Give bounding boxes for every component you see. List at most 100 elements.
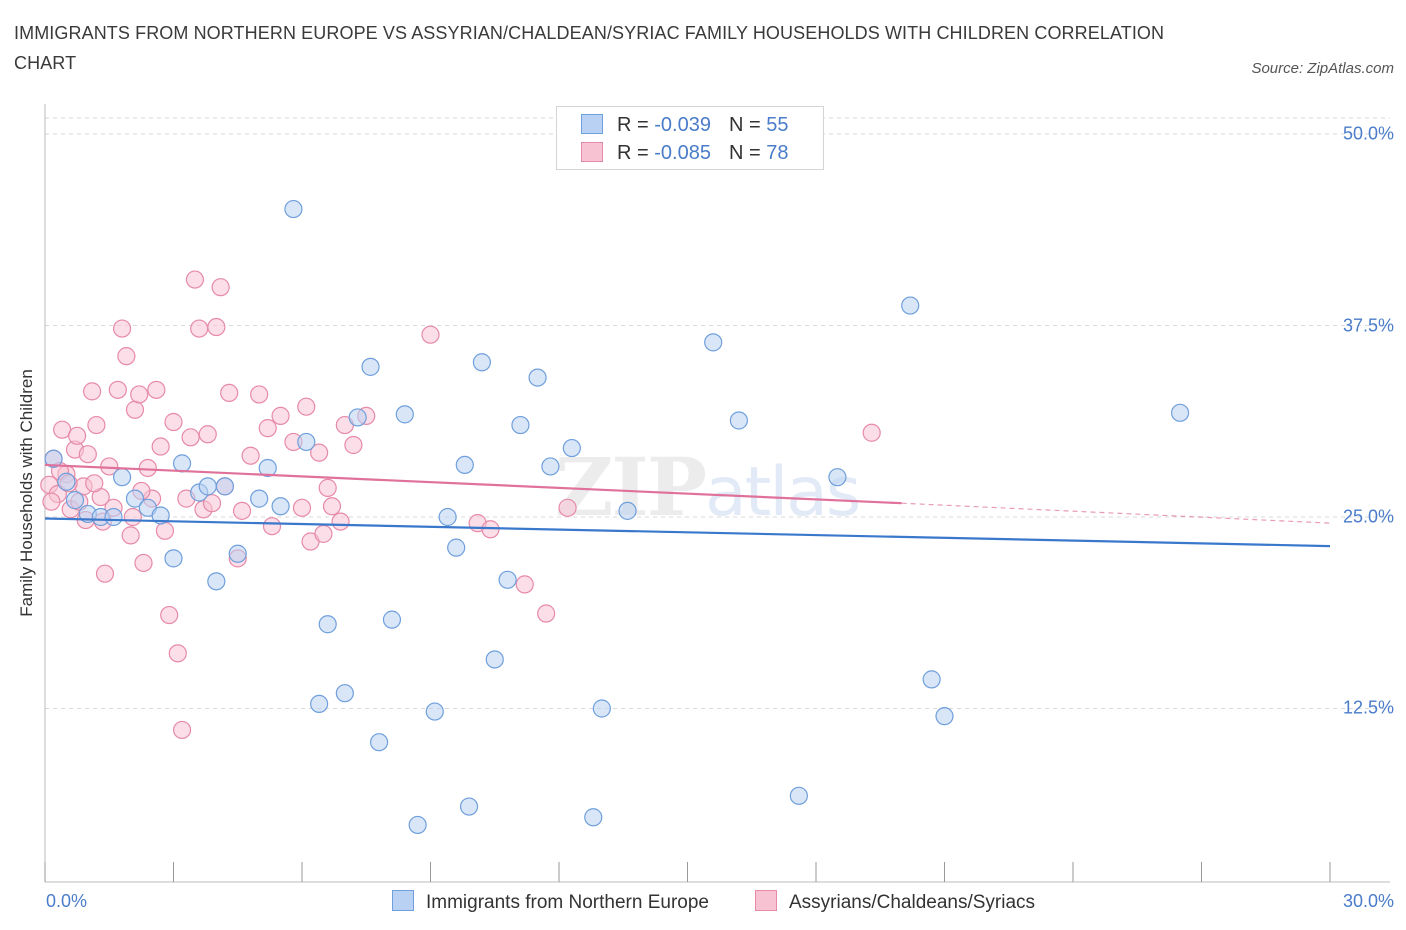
point-northern-europe bbox=[425, 702, 444, 721]
point-northern-europe bbox=[361, 357, 380, 376]
point-northern-europe bbox=[258, 458, 277, 478]
legend-r-label: R = bbox=[617, 142, 655, 164]
bottom-legend-swatch-blue bbox=[392, 890, 414, 911]
point-northern-europe bbox=[151, 506, 170, 525]
point-assyrians bbox=[85, 474, 104, 493]
point-assyrians bbox=[117, 347, 136, 366]
axes bbox=[44, 104, 1390, 883]
point-assyrians bbox=[160, 605, 179, 625]
point-assyrians bbox=[241, 446, 260, 465]
point-northern-europe bbox=[198, 477, 217, 496]
watermark-atlas: atlas bbox=[704, 453, 861, 532]
point-assyrians bbox=[211, 278, 230, 297]
point-northern-europe bbox=[935, 707, 954, 726]
point-northern-europe bbox=[729, 411, 749, 430]
point-assyrians bbox=[344, 435, 363, 455]
point-northern-europe bbox=[44, 449, 63, 468]
point-assyrians bbox=[297, 397, 316, 416]
point-northern-europe bbox=[297, 432, 316, 452]
legend-r-value: -0.039 bbox=[654, 114, 711, 136]
series-northern-europe-points bbox=[44, 134, 1190, 835]
legend-r-value: -0.085 bbox=[654, 142, 711, 164]
point-assyrians bbox=[112, 319, 132, 338]
point-assyrians bbox=[125, 400, 145, 419]
point-northern-europe bbox=[284, 199, 303, 219]
point-assyrians bbox=[83, 382, 102, 401]
bottom-legend-swatch-pink bbox=[755, 890, 777, 911]
point-northern-europe bbox=[370, 733, 389, 752]
point-northern-europe bbox=[901, 296, 920, 315]
x-tick-label-min: 0.0% bbox=[46, 891, 88, 911]
point-northern-europe bbox=[125, 489, 145, 508]
y-axis-label: Family Households with Children bbox=[17, 369, 36, 617]
point-northern-europe bbox=[215, 477, 234, 496]
point-assyrians bbox=[123, 507, 142, 527]
point-assyrians bbox=[95, 564, 115, 583]
source-label: Source: ZipAtlas.com bbox=[1251, 60, 1394, 77]
bottom-legend-pink: Assyrians/Chaldeans/Syriacs bbox=[755, 890, 1035, 914]
point-northern-europe bbox=[528, 368, 547, 387]
point-assyrians bbox=[138, 458, 157, 478]
point-northern-europe bbox=[584, 808, 603, 827]
point-northern-europe bbox=[395, 405, 414, 424]
point-assyrians bbox=[108, 380, 127, 399]
bottom-legend-pink-label: Assyrians/Chaldeans/Syriacs bbox=[789, 892, 1036, 913]
point-assyrians bbox=[318, 478, 337, 497]
point-northern-europe bbox=[511, 415, 530, 435]
point-northern-europe bbox=[408, 815, 427, 835]
point-northern-europe bbox=[250, 489, 269, 508]
point-assyrians bbox=[421, 325, 440, 344]
point-northern-europe bbox=[455, 455, 474, 475]
bottom-legend-blue-label: Immigrants from Northern Europe bbox=[426, 892, 709, 913]
point-assyrians bbox=[147, 380, 166, 399]
legend-r-label: R = bbox=[617, 114, 655, 136]
y-tick-label-25: 25.0% bbox=[1342, 506, 1394, 527]
point-northern-europe bbox=[207, 572, 226, 591]
legend-n-value: 55 bbox=[766, 114, 789, 136]
point-assyrians bbox=[250, 385, 269, 404]
point-assyrians bbox=[78, 445, 97, 464]
point-assyrians bbox=[130, 385, 149, 404]
point-northern-europe bbox=[310, 694, 329, 714]
x-tick-label-max: 30.0% bbox=[1342, 891, 1394, 911]
y-tick-label-37-5: 37.5% bbox=[1342, 315, 1394, 336]
point-assyrians bbox=[262, 517, 282, 536]
point-northern-europe bbox=[318, 615, 337, 634]
point-northern-europe bbox=[228, 544, 247, 563]
point-northern-europe bbox=[335, 684, 354, 703]
point-assyrians bbox=[42, 492, 61, 511]
point-assyrians bbox=[181, 428, 200, 447]
legend-n-label: N = bbox=[728, 142, 767, 164]
point-assyrians bbox=[232, 501, 252, 520]
point-northern-europe bbox=[104, 507, 123, 527]
point-assyrians bbox=[168, 644, 187, 663]
correlation-legend: R = -0.039 N = 55 R = -0.085 N = 78 bbox=[556, 106, 824, 170]
point-northern-europe bbox=[828, 468, 847, 487]
point-northern-europe bbox=[592, 699, 611, 718]
series-assyrians-points bbox=[40, 270, 881, 740]
point-assyrians bbox=[190, 319, 209, 338]
legend-swatch-blue bbox=[581, 114, 603, 134]
point-assyrians bbox=[537, 604, 556, 623]
legend-swatch-pink bbox=[581, 142, 603, 162]
point-northern-europe bbox=[382, 610, 402, 629]
point-northern-europe bbox=[485, 650, 504, 669]
point-northern-europe bbox=[922, 670, 941, 689]
point-assyrians bbox=[558, 498, 577, 517]
legend-row-pink: R = -0.085 N = 78 bbox=[581, 142, 788, 165]
bottom-legend-blue: Immigrants from Northern Europe bbox=[392, 890, 709, 914]
point-northern-europe bbox=[1170, 403, 1190, 422]
legend-n-label: N = bbox=[728, 114, 767, 136]
point-assyrians bbox=[220, 383, 239, 403]
y-tick-label-50: 50.0% bbox=[1342, 123, 1394, 144]
point-assyrians bbox=[331, 512, 350, 531]
point-northern-europe bbox=[348, 408, 367, 427]
point-northern-europe bbox=[472, 353, 491, 372]
point-assyrians bbox=[292, 498, 312, 517]
point-assyrians bbox=[155, 521, 175, 540]
point-assyrians bbox=[198, 425, 217, 444]
point-assyrians bbox=[202, 494, 222, 513]
trend-line-northern-europe bbox=[44, 517, 1331, 548]
point-assyrians bbox=[314, 524, 333, 543]
